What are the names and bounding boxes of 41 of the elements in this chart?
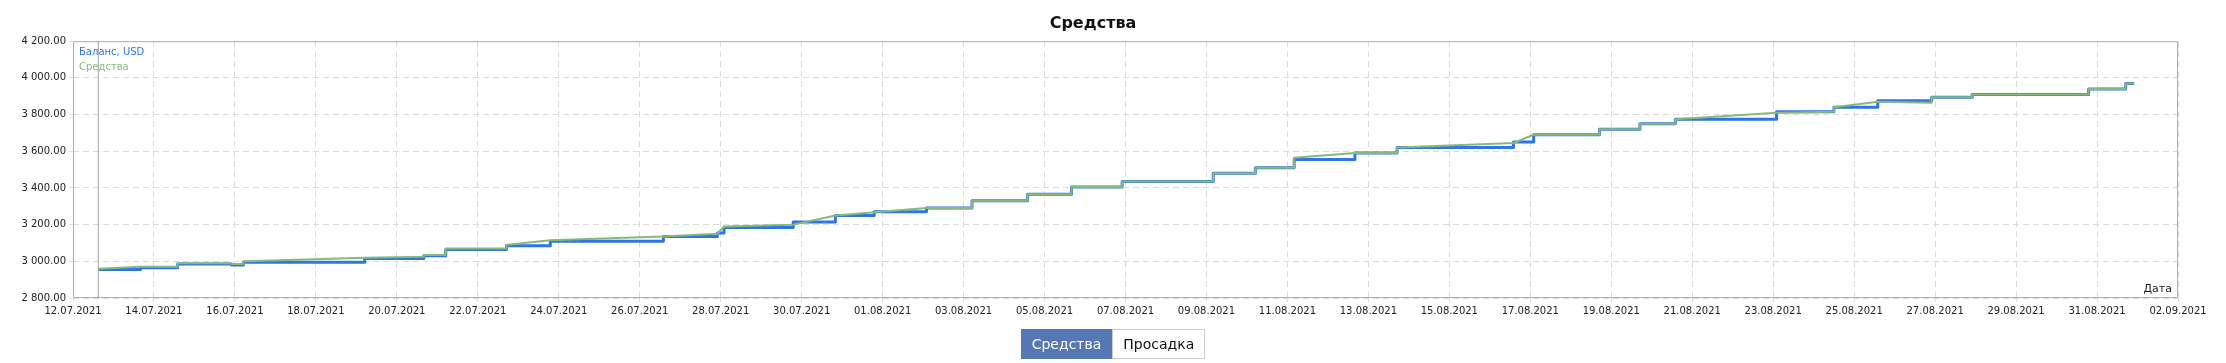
chart-title: Средства — [1049, 12, 1137, 32]
x-tick-label: 28.07.2021 — [692, 304, 750, 316]
x-tick-label: 26.07.2021 — [611, 304, 669, 316]
x-tick-label: 18.07.2021 — [287, 304, 345, 316]
x-tick-label: 24.07.2021 — [530, 304, 588, 316]
x-tick-label: 05.08.2021 — [1015, 304, 1074, 316]
y-tick-label: 4 200.00 — [21, 34, 66, 46]
x-tick-label: 03.08.2021 — [934, 304, 993, 316]
y-tick-label: 3 800.00 — [21, 108, 66, 120]
x-tick-label: 16.07.2021 — [206, 304, 264, 316]
x-tick-label: 13.08.2021 — [1339, 304, 1398, 316]
text: Средства — [79, 61, 129, 73]
x-tick-label: 25.08.2021 — [1825, 304, 1883, 316]
y-tick-label: 3 600.00 — [21, 144, 66, 156]
x-axis-title: Дата — [2143, 282, 2172, 295]
x-tick-label: 12.07.2021 — [44, 304, 102, 316]
x-tick-label: 20.07.2021 — [368, 304, 426, 316]
y-tick-label: 3 400.00 — [21, 181, 66, 193]
x-tick-label: 19.08.2021 — [1582, 304, 1640, 316]
y-tick-label: 3 200.00 — [21, 218, 66, 230]
text: Баланс, USD — [79, 46, 145, 58]
y-tick-label: 2 800.00 — [21, 291, 66, 303]
x-tick-label: 02.09.2021 — [2149, 304, 2207, 316]
text: Средства — [1020, 329, 1113, 359]
x-tick-label: 09.08.2021 — [1177, 304, 1236, 316]
x-tick-label: 29.08.2021 — [1987, 304, 2045, 316]
x-tick-label: 22.07.2021 — [449, 304, 507, 316]
x-tick-label: 31.08.2021 — [2068, 304, 2126, 316]
y-tick-label: 3 000.00 — [21, 254, 66, 266]
x-tick-label: 07.08.2021 — [1096, 304, 1155, 316]
x-tick-label: 27.08.2021 — [1906, 304, 1964, 316]
x-tick-label: 30.07.2021 — [773, 304, 831, 316]
x-tick-label: 17.08.2021 — [1501, 304, 1559, 316]
x-tick-label: 23.08.2021 — [1744, 304, 1802, 316]
y-tick-label: 4 000.00 — [21, 71, 66, 83]
x-tick-label: 01.08.2021 — [853, 304, 912, 316]
x-tick-label: 11.08.2021 — [1258, 304, 1317, 316]
text: Просадка — [1112, 329, 1206, 359]
x-tick-label: 21.08.2021 — [1663, 304, 1721, 316]
x-tick-label: 15.08.2021 — [1420, 304, 1478, 316]
x-tick-label: 14.07.2021 — [125, 304, 183, 316]
